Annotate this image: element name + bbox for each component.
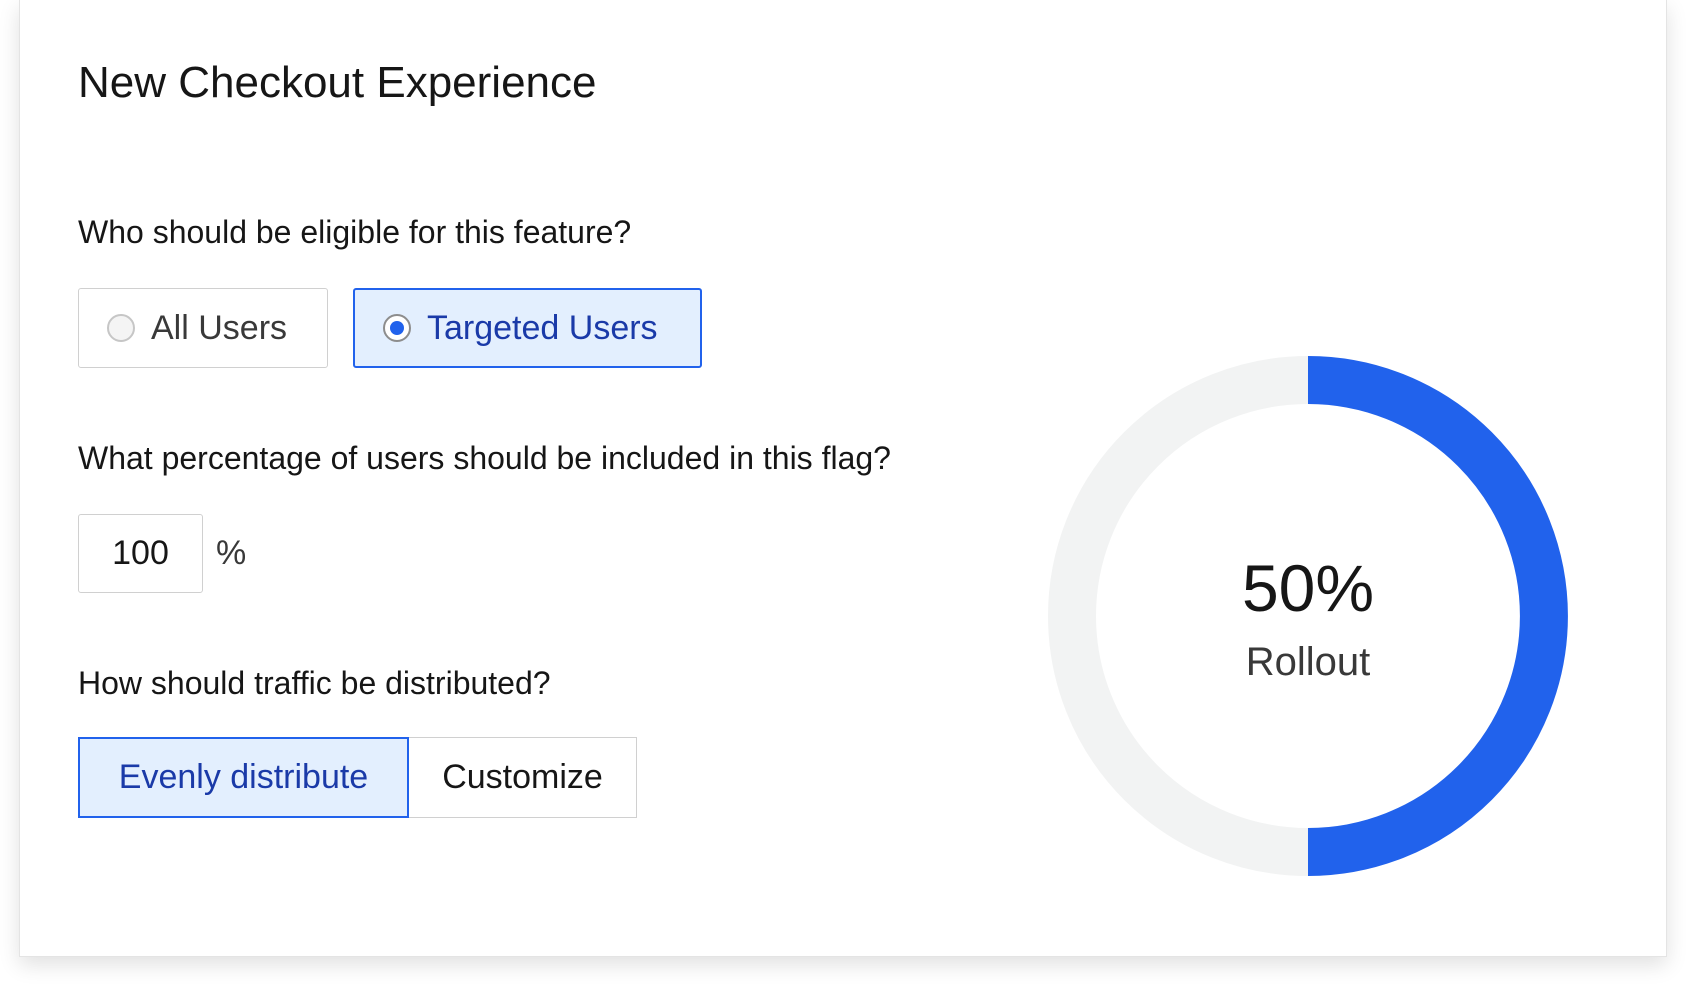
radio-label: Targeted Users (427, 308, 658, 347)
customize-button[interactable]: Customize (409, 737, 637, 818)
percent-unit: % (216, 534, 247, 572)
radio-checked-icon (383, 314, 411, 342)
radio-targeted-users[interactable]: Targeted Users (353, 288, 702, 368)
rollout-donut-chart (1048, 356, 1568, 876)
evenly-distribute-button[interactable]: Evenly distribute (78, 737, 409, 818)
distribution-question: How should traffic be distributed? (78, 665, 551, 701)
percentage-input[interactable] (78, 514, 203, 593)
page-title: New Checkout Experience (78, 58, 597, 107)
radio-all-users[interactable]: All Users (78, 288, 328, 368)
percentage-question: What percentage of users should be inclu… (78, 440, 891, 476)
eligibility-question: Who should be eligible for this feature? (78, 214, 632, 250)
radio-label: All Users (151, 308, 288, 347)
radio-unchecked-icon (107, 314, 135, 342)
rollout-percentage: 50% (1241, 551, 1375, 625)
rollout-label: Rollout (1245, 640, 1371, 684)
donut-progress-arc (1307, 356, 1568, 876)
